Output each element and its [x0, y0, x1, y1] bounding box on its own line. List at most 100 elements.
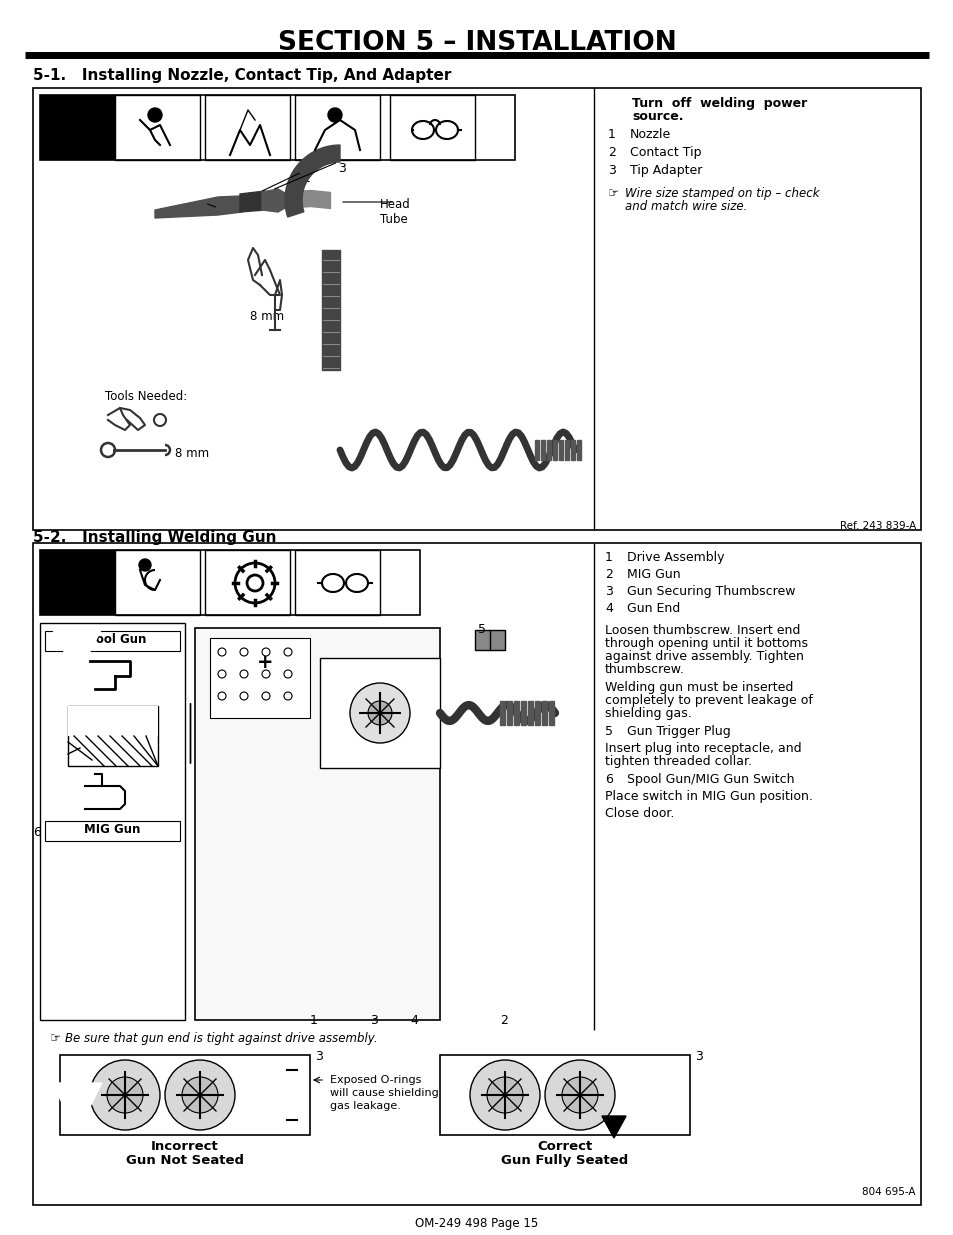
- Text: will cause shielding: will cause shielding: [330, 1088, 438, 1098]
- Text: Ref. 243 839-A: Ref. 243 839-A: [839, 521, 915, 531]
- Text: Head
Tube: Head Tube: [379, 198, 411, 226]
- Text: 1: 1: [205, 203, 213, 216]
- Text: 3: 3: [337, 162, 346, 175]
- Text: 2: 2: [607, 146, 616, 159]
- Text: 3: 3: [370, 1014, 377, 1028]
- Text: Loosen thumbscrew. Insert end: Loosen thumbscrew. Insert end: [604, 624, 800, 637]
- Polygon shape: [285, 144, 339, 217]
- Circle shape: [328, 107, 341, 122]
- Circle shape: [544, 1060, 615, 1130]
- FancyBboxPatch shape: [115, 550, 200, 615]
- FancyBboxPatch shape: [33, 88, 920, 530]
- Text: Incorrect: Incorrect: [151, 1140, 218, 1153]
- Text: MIG Gun: MIG Gun: [84, 823, 140, 836]
- Circle shape: [148, 107, 162, 122]
- Text: 2: 2: [604, 568, 612, 580]
- Text: Tools Needed:: Tools Needed:: [105, 390, 187, 403]
- FancyBboxPatch shape: [294, 550, 379, 615]
- Text: 3: 3: [607, 164, 616, 177]
- Text: !: !: [611, 106, 616, 116]
- Text: Place switch in MIG Gun position.: Place switch in MIG Gun position.: [604, 790, 812, 803]
- Polygon shape: [546, 440, 551, 459]
- Circle shape: [561, 1077, 598, 1113]
- Polygon shape: [520, 701, 525, 725]
- Polygon shape: [535, 440, 538, 459]
- FancyBboxPatch shape: [475, 630, 504, 650]
- Text: !: !: [72, 124, 81, 142]
- FancyBboxPatch shape: [194, 629, 439, 1020]
- Text: MIG Gun: MIG Gun: [626, 568, 679, 580]
- Text: 4: 4: [604, 601, 612, 615]
- Text: gas leakage.: gas leakage.: [330, 1100, 400, 1112]
- Text: !: !: [72, 578, 81, 598]
- Text: Turn  off  welding  power: Turn off welding power: [631, 98, 806, 110]
- Text: source.: source.: [631, 110, 682, 124]
- Circle shape: [107, 1077, 143, 1113]
- Circle shape: [139, 559, 151, 571]
- Circle shape: [165, 1060, 234, 1130]
- Polygon shape: [577, 440, 580, 459]
- Text: tighten threaded collar.: tighten threaded collar.: [604, 755, 751, 768]
- Circle shape: [182, 1077, 218, 1113]
- Text: 5-2.   Installing Welding Gun: 5-2. Installing Welding Gun: [33, 530, 276, 545]
- Text: and match wire size.: and match wire size.: [624, 200, 746, 212]
- Text: Spool Gun: Spool Gun: [79, 634, 146, 646]
- FancyBboxPatch shape: [45, 631, 180, 651]
- FancyBboxPatch shape: [68, 706, 158, 766]
- Text: against drive assembly. Tighten: against drive assembly. Tighten: [604, 650, 803, 663]
- Polygon shape: [514, 701, 518, 725]
- Polygon shape: [571, 440, 575, 459]
- Text: Gun Not Seated: Gun Not Seated: [126, 1153, 244, 1167]
- Polygon shape: [506, 701, 512, 725]
- Text: 804 695-A: 804 695-A: [862, 1187, 915, 1197]
- FancyBboxPatch shape: [390, 95, 475, 161]
- Text: 4: 4: [410, 1014, 417, 1028]
- Text: Gun Securing Thumbscrew: Gun Securing Thumbscrew: [626, 585, 795, 598]
- Text: thumbscrew.: thumbscrew.: [604, 663, 684, 676]
- Polygon shape: [558, 440, 562, 459]
- Text: 3: 3: [314, 1050, 322, 1063]
- FancyBboxPatch shape: [40, 95, 115, 161]
- Text: 6: 6: [33, 826, 41, 839]
- FancyBboxPatch shape: [439, 1055, 689, 1135]
- Text: 8 mm: 8 mm: [250, 310, 284, 324]
- Text: 8 mm: 8 mm: [174, 447, 209, 459]
- Text: ☞: ☞: [50, 1032, 61, 1045]
- FancyBboxPatch shape: [294, 95, 379, 161]
- Text: 3: 3: [695, 1050, 702, 1063]
- Text: 6: 6: [604, 773, 612, 785]
- Circle shape: [90, 1060, 160, 1130]
- Text: Close door.: Close door.: [604, 806, 674, 820]
- Circle shape: [486, 1077, 522, 1113]
- FancyBboxPatch shape: [45, 821, 180, 841]
- Text: Insert plug into receptacle, and: Insert plug into receptacle, and: [604, 742, 801, 755]
- Polygon shape: [240, 191, 268, 212]
- FancyBboxPatch shape: [33, 543, 920, 1205]
- Polygon shape: [527, 701, 533, 725]
- Text: Exposed O-rings: Exposed O-rings: [330, 1074, 421, 1086]
- Polygon shape: [535, 701, 539, 725]
- Text: 2: 2: [302, 172, 310, 185]
- Circle shape: [368, 701, 392, 725]
- FancyBboxPatch shape: [115, 95, 200, 161]
- Polygon shape: [540, 440, 544, 459]
- Text: Correct: Correct: [537, 1140, 592, 1153]
- Text: 1: 1: [310, 1014, 317, 1028]
- Text: Wire size stamped on tip – check: Wire size stamped on tip – check: [624, 186, 819, 200]
- Polygon shape: [52, 629, 102, 677]
- Text: Gun Fully Seated: Gun Fully Seated: [501, 1153, 628, 1167]
- Text: +: +: [256, 653, 273, 672]
- Text: Tip Adapter: Tip Adapter: [629, 164, 701, 177]
- Text: Contact Tip: Contact Tip: [629, 146, 700, 159]
- FancyBboxPatch shape: [205, 550, 290, 615]
- Polygon shape: [541, 701, 546, 725]
- Text: ☞: ☞: [607, 186, 618, 200]
- Text: 5: 5: [477, 622, 485, 636]
- Polygon shape: [52, 1083, 102, 1132]
- FancyBboxPatch shape: [40, 622, 185, 1020]
- FancyBboxPatch shape: [60, 1055, 310, 1135]
- Text: shielding gas.: shielding gas.: [604, 706, 691, 720]
- FancyBboxPatch shape: [205, 95, 290, 161]
- FancyBboxPatch shape: [68, 706, 158, 736]
- Polygon shape: [154, 196, 244, 219]
